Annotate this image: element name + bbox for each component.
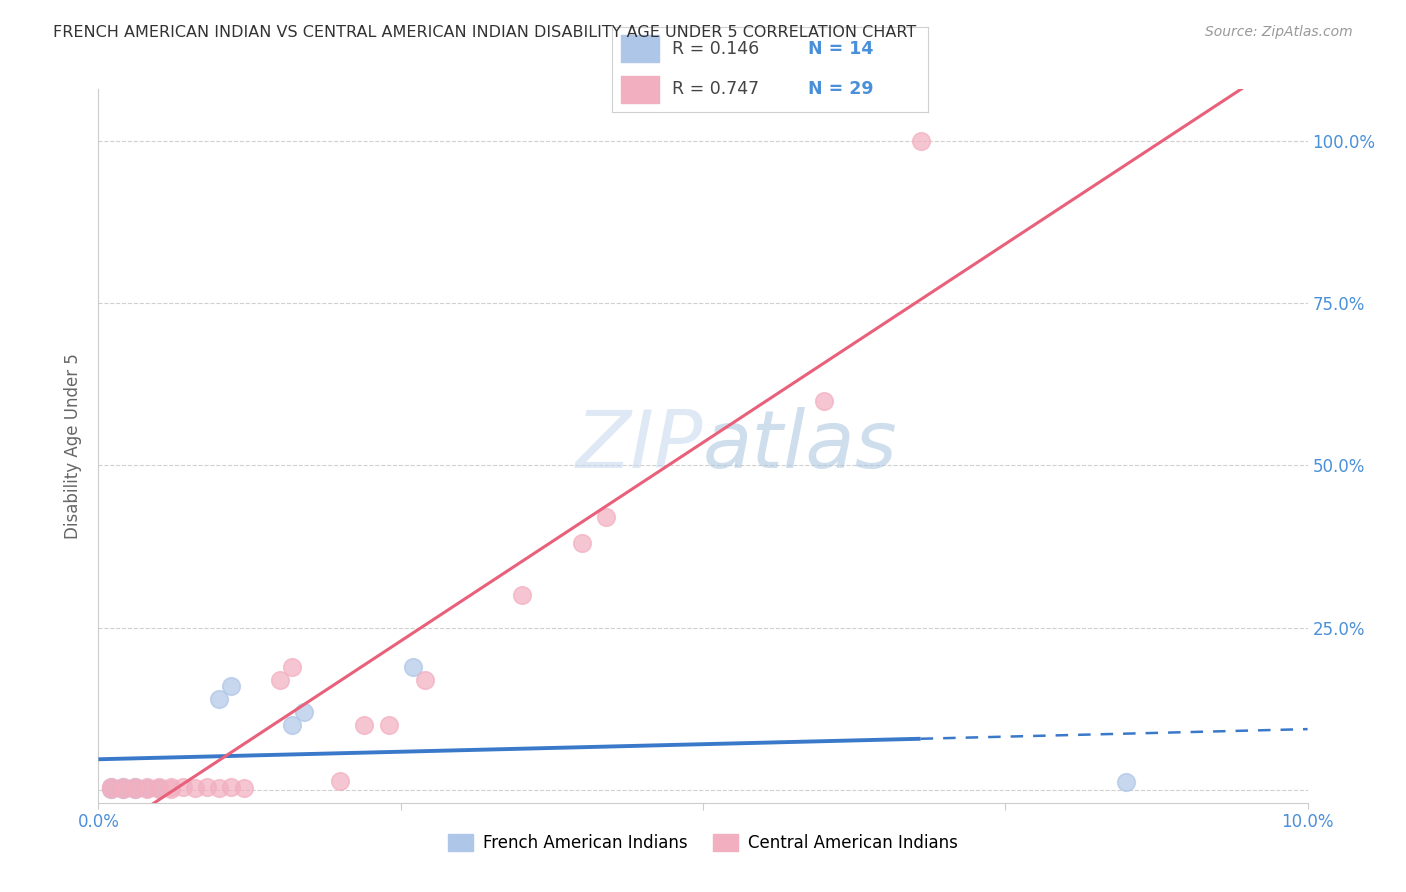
Point [221,780,243,795]
Point [124,781,146,796]
Point [353,718,375,732]
Point [1115,775,1137,789]
Point [148,780,170,794]
Point [111,781,134,796]
Text: N = 29: N = 29 [808,80,873,98]
Point [269,673,291,687]
Point [100,780,122,794]
Point [329,774,352,789]
Text: ZIP: ZIP [575,407,703,485]
Text: atlas: atlas [703,407,898,485]
Text: Source: ZipAtlas.com: Source: ZipAtlas.com [1205,25,1353,39]
Legend: French American Indians, Central American Indians: French American Indians, Central America… [441,827,965,859]
Point [413,673,436,687]
Point [281,718,304,732]
Point [124,781,146,796]
Text: FRENCH AMERICAN INDIAN VS CENTRAL AMERICAN INDIAN DISABILITY AGE UNDER 5 CORRELA: FRENCH AMERICAN INDIAN VS CENTRAL AMERIC… [53,25,917,40]
Point [377,718,399,732]
Point [160,780,183,794]
Point [208,692,231,706]
Point [595,510,617,524]
Point [813,393,835,408]
Point [172,780,194,795]
Point [124,780,146,794]
Point [135,780,157,794]
Point [135,781,157,796]
Y-axis label: Disability Age Under 5: Disability Age Under 5 [65,353,83,539]
Point [184,780,207,795]
Point [910,134,932,148]
Point [135,780,157,795]
Point [111,780,134,795]
Point [124,780,146,795]
Text: R = 0.146: R = 0.146 [672,40,759,58]
Point [208,780,231,795]
Point [100,781,122,796]
Point [281,659,304,673]
Text: N = 14: N = 14 [808,40,873,58]
Point [100,780,122,795]
Point [292,705,315,719]
Point [232,780,254,795]
Point [510,588,533,602]
Point [160,781,183,796]
FancyBboxPatch shape [621,36,659,62]
FancyBboxPatch shape [621,76,659,103]
Point [402,659,425,673]
Text: R = 0.747: R = 0.747 [672,80,759,98]
Point [148,780,170,795]
Point [571,536,593,550]
Point [100,781,122,796]
Point [148,781,170,796]
Point [111,780,134,794]
Point [111,781,134,796]
Point [195,780,218,795]
Point [221,679,243,693]
